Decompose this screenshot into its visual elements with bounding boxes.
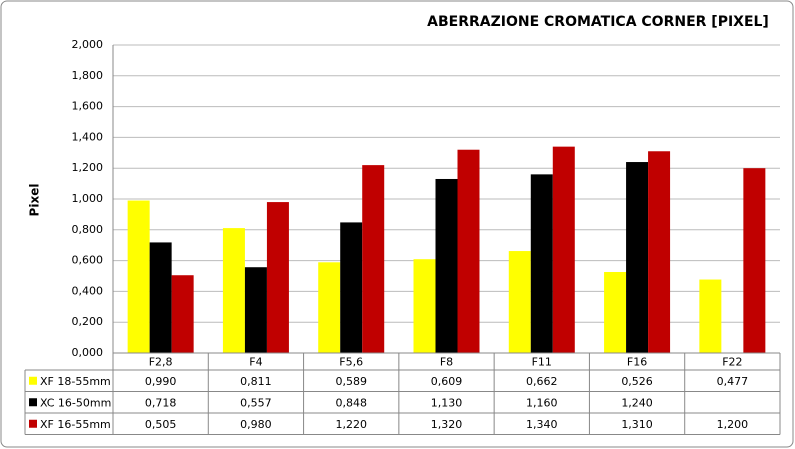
table-cell: 0,718: [145, 396, 177, 409]
table-cell: 0,990: [145, 375, 177, 388]
bar: [266, 202, 289, 353]
bar: [743, 168, 766, 353]
legend-swatch: [29, 398, 37, 407]
table-cell: 1,200: [717, 418, 749, 431]
bar: [318, 262, 341, 353]
bar: [604, 271, 627, 353]
y-tick-label: 1,000: [72, 192, 104, 205]
table-cell: 0,609: [431, 375, 463, 388]
x-tick-label: F5,6: [339, 356, 363, 369]
y-tick-label: 2,000: [72, 38, 104, 51]
y-axis-title: Pixel: [28, 184, 42, 217]
y-tick-label: 0,200: [72, 315, 104, 328]
bar: [457, 149, 480, 353]
y-tick-label: 1,400: [72, 130, 104, 143]
table-cell: 0,662: [526, 375, 558, 388]
legend-label: XC 16-50mm: [40, 396, 111, 409]
bar: [362, 165, 385, 353]
table-cell: 0,477: [717, 375, 749, 388]
legend-swatch: [29, 376, 37, 385]
table-cell: 0,811: [240, 375, 272, 388]
chart-title: ABERRAZIONE CROMATICA CORNER [PIXEL]: [427, 14, 769, 30]
table-cell: 0,589: [335, 375, 367, 388]
bar: [508, 251, 531, 353]
x-tick-label: F4: [249, 356, 262, 369]
bar: [171, 275, 194, 353]
table-cell: 0,980: [240, 418, 272, 431]
bar: [149, 242, 172, 353]
bar: [244, 267, 267, 353]
table-cell: 0,505: [145, 418, 177, 431]
bar: [222, 228, 245, 353]
table-cell: 1,320: [431, 418, 463, 431]
x-tick-label: F2,8: [149, 356, 173, 369]
legend-swatch: [29, 419, 37, 428]
bar: [626, 162, 649, 353]
y-tick-label: 0,000: [72, 346, 104, 359]
y-tick-label: 0,400: [72, 284, 104, 297]
x-tick-label: F8: [440, 356, 453, 369]
table-cell: 1,220: [335, 418, 367, 431]
x-tick-label: F11: [532, 356, 552, 369]
y-tick-label: 1,200: [72, 161, 104, 174]
table-cell: 0,526: [621, 375, 653, 388]
bar: [648, 151, 671, 353]
table-cell: 1,310: [621, 418, 653, 431]
bar: [127, 200, 150, 353]
bar: [413, 259, 436, 353]
y-tick-label: 0,600: [72, 254, 104, 267]
bar: [340, 222, 363, 353]
table-cell: 0,557: [240, 396, 272, 409]
y-tick-label: 1,800: [72, 69, 104, 82]
y-tick-label: 0,800: [72, 223, 104, 236]
table-cell: 1,240: [621, 396, 653, 409]
x-tick-label: F22: [722, 356, 742, 369]
bar: [699, 279, 722, 353]
table-cell: 1,340: [526, 418, 558, 431]
bar: [530, 174, 553, 353]
bar: [552, 146, 575, 353]
table-cell: 1,130: [431, 396, 463, 409]
table-cell: 0,848: [335, 396, 367, 409]
legend-label: XF 16-55mm: [40, 418, 111, 431]
legend-label: XF 18-55mm: [40, 375, 111, 388]
bar: [435, 178, 458, 353]
x-tick-label: F16: [627, 356, 647, 369]
y-tick-label: 1,600: [72, 100, 104, 113]
table-cell: 1,160: [526, 396, 558, 409]
